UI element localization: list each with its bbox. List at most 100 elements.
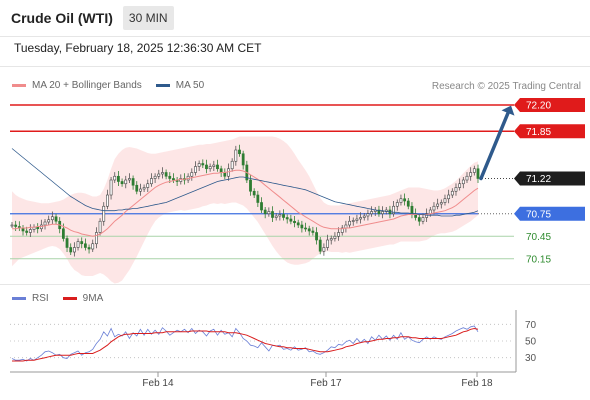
candle-body: [351, 220, 355, 222]
candle-body: [392, 205, 395, 215]
candle-body: [102, 205, 106, 222]
legend-ma20-swatch: [12, 84, 26, 87]
candle-body: [14, 224, 18, 227]
candle-body: [10, 224, 14, 227]
candle-body: [72, 247, 76, 253]
candle-body: [109, 179, 113, 196]
subheader-divider: [0, 66, 590, 67]
candle-body: [406, 200, 410, 207]
candle-body: [113, 175, 117, 181]
candle-body: [201, 163, 205, 166]
candle-body: [172, 178, 175, 181]
candle-body: [274, 215, 278, 218]
ma20-line: [12, 169, 479, 237]
candle-body: [403, 198, 407, 202]
candle-body: [80, 241, 84, 245]
candle-body: [337, 232, 340, 237]
candle-body: [304, 227, 307, 230]
candle-body: [256, 194, 260, 203]
level-label-71.85: 71.85: [526, 127, 551, 138]
candle-body: [164, 172, 168, 177]
candle-body: [117, 175, 120, 182]
candle-body: [395, 202, 399, 207]
candle-body: [450, 190, 454, 196]
level-tag-71.85: [514, 124, 585, 139]
candle-body: [399, 198, 403, 203]
candle-body: [410, 205, 414, 215]
candle-body: [91, 243, 95, 250]
candle-body: [366, 213, 370, 217]
timeframe-button[interactable]: 30 MIN: [122, 6, 174, 30]
level-label-70.75: 70.75: [526, 209, 551, 220]
candle-body: [65, 238, 69, 248]
candle-body: [318, 239, 322, 252]
candle-body: [307, 228, 311, 232]
chart-header: Crude Oil (WTI) 30 MIN: [0, 0, 590, 36]
level-tag-70.75: [514, 206, 585, 221]
candle-body: [263, 209, 267, 215]
level-tag-72.20: [514, 98, 585, 112]
bollinger-band: [12, 136, 478, 284]
candle-body: [293, 220, 296, 224]
candle-body: [267, 211, 271, 215]
candle-body: [208, 166, 212, 170]
candle-body: [212, 164, 216, 167]
candle-body: [289, 218, 293, 222]
panel-divider: [0, 284, 590, 285]
candle-body: [326, 239, 329, 248]
candle-body: [425, 213, 429, 218]
candle-body: [432, 205, 436, 211]
candle-body: [120, 181, 124, 185]
candle-body: [131, 178, 135, 186]
candle-body: [98, 220, 102, 233]
legend-ma50-label: MA 50: [175, 80, 205, 91]
candle-body: [472, 168, 476, 173]
rsi-tick-50: 50: [525, 337, 537, 348]
candle-body: [83, 243, 87, 248]
legend-ma20: MA 20 + Bollinger Bands: [12, 80, 142, 91]
rsi-tick-30: 30: [525, 353, 537, 364]
candle-body: [439, 202, 443, 205]
rsi-series-rsi: [11, 325, 479, 362]
candle-body: [76, 241, 80, 248]
candle-body: [355, 218, 359, 221]
x-tick-label: Feb 18: [461, 378, 493, 389]
candle-body: [421, 217, 425, 222]
candle-body: [476, 168, 480, 179]
candle-body: [124, 179, 128, 185]
legend-9ma: 9MA: [62, 293, 103, 304]
x-tick-label: Feb 14: [142, 378, 174, 389]
header-divider: [0, 36, 590, 37]
candle-body: [197, 163, 201, 167]
candle-body: [238, 149, 241, 155]
legend-9ma-swatch: [62, 297, 77, 300]
candle-body: [161, 172, 164, 175]
rsi-series-9ma: [12, 327, 479, 362]
target-arrow-line: [479, 111, 510, 181]
candle-body: [194, 166, 197, 173]
candle-body: [106, 194, 109, 207]
candle-body: [252, 190, 256, 196]
legend-ma50: MA 50: [155, 80, 205, 91]
candle-body: [227, 168, 230, 177]
legend-ma50-swatch: [155, 84, 170, 87]
candle-body: [153, 175, 157, 179]
instrument-title: Crude Oil (WTI): [11, 10, 113, 26]
level-label-70.15: 70.15: [526, 254, 551, 265]
candle-body: [219, 168, 223, 173]
candle-body: [370, 211, 373, 215]
candle-body: [190, 172, 194, 177]
candle-body: [417, 217, 421, 222]
candle-body: [142, 187, 146, 190]
candle-body: [454, 187, 458, 192]
candle-body: [249, 179, 252, 192]
candle-body: [61, 228, 65, 239]
candle-body: [139, 188, 142, 192]
level-label-70.45: 70.45: [526, 232, 551, 243]
candle-body: [87, 247, 91, 250]
x-tick-label: Feb 17: [310, 378, 342, 389]
candle-body: [36, 226, 40, 230]
price-legend: MA 20 + Bollinger Bands MA 50: [12, 80, 218, 91]
legend-rsi: RSI: [12, 293, 49, 304]
